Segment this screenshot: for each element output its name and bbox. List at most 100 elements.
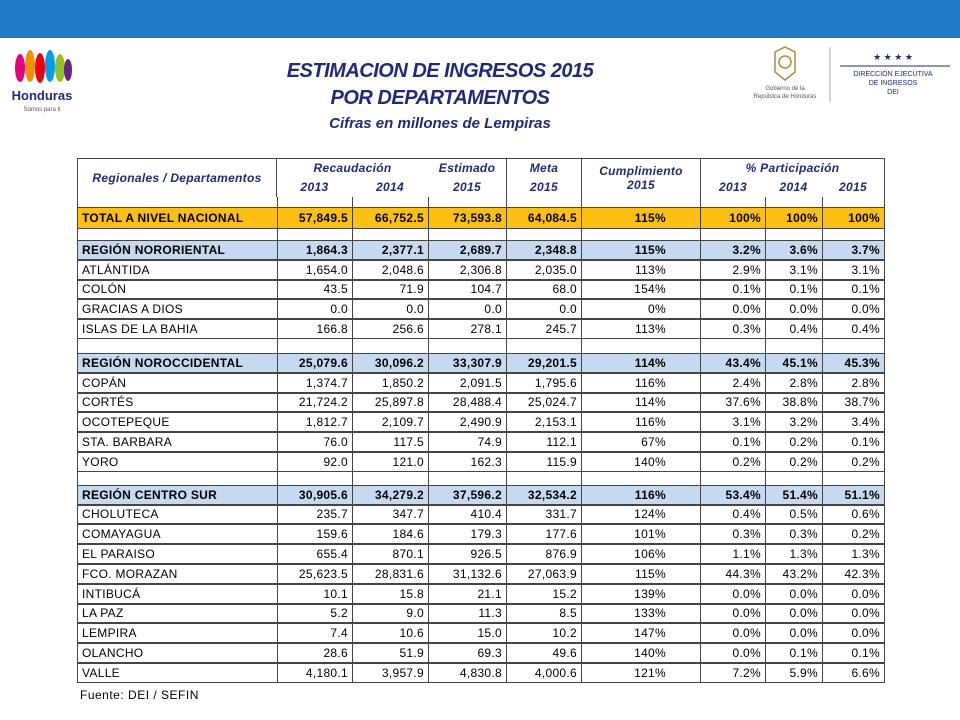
value-cell: 73,593.8	[428, 207, 506, 229]
value-cell: 5.2	[277, 603, 352, 624]
value-cell: 3.1%	[765, 259, 822, 280]
row-label: REGIÓN NORORIENTAL	[77, 240, 277, 260]
value-cell: 2.8%	[765, 372, 822, 393]
value-cell: 0.0%	[765, 623, 822, 644]
value-cell: 1,654.0	[277, 259, 352, 280]
title: POR DEPARTAMENTOS	[330, 87, 550, 109]
value-cell: 51.9	[352, 643, 428, 663]
value-cell: 7.4	[277, 623, 352, 644]
value-cell: 51.4%	[765, 484, 822, 505]
spacer-cell	[765, 471, 822, 485]
value-cell: 0.3%	[765, 524, 822, 545]
spacer-cell	[428, 229, 506, 240]
value-cell: 0.0%	[700, 583, 765, 604]
header-cell: Cumplimiento 2015	[581, 158, 700, 197]
value-cell: 154%	[581, 279, 700, 300]
spacer-cell	[352, 471, 428, 485]
value-cell: 0.0%	[700, 623, 765, 644]
value-cell: 6.6%	[822, 663, 885, 683]
stars: ★ ★ ★ ★	[873, 52, 913, 62]
value-cell: 0.4%	[822, 319, 885, 339]
value-cell: 0.4%	[765, 319, 822, 339]
value-cell: 113%	[581, 319, 700, 339]
value-cell: 101%	[581, 524, 700, 545]
value-cell: 38.8%	[765, 392, 822, 413]
value-cell: 140%	[581, 643, 700, 663]
spacer-cell	[700, 339, 765, 353]
header-year: 2015	[822, 177, 885, 197]
value-cell: 159.6	[277, 524, 352, 545]
value-cell: 0.1%	[822, 279, 885, 300]
spacer-cell	[428, 197, 506, 207]
value-cell: 0.0%	[765, 583, 822, 604]
value-cell: 37,596.2	[428, 484, 506, 505]
value-cell: 256.6	[352, 319, 428, 339]
value-cell: 2.4%	[700, 372, 765, 393]
spacer-cell	[765, 229, 822, 240]
row-label: REGIÓN CENTRO SUR	[77, 484, 277, 505]
value-cell: 113%	[581, 259, 700, 280]
value-cell: 655.4	[277, 544, 352, 564]
value-cell: 876.9	[506, 544, 581, 564]
value-cell: 64,084.5	[506, 207, 581, 229]
value-cell: 3.4%	[822, 412, 885, 433]
value-cell: 2,490.9	[428, 412, 506, 433]
logo-tagline: Somos para ti	[23, 107, 60, 113]
value-cell: 31,132.6	[428, 564, 506, 584]
value-cell: 2,035.0	[506, 259, 581, 280]
spacer-cell	[428, 339, 506, 353]
value-cell: 49.6	[506, 643, 581, 663]
value-cell: 115%	[581, 240, 700, 260]
spacer-cell	[581, 229, 700, 240]
value-cell: 0.1%	[822, 432, 885, 452]
spacer-cell	[581, 339, 700, 353]
value-cell: 43.4%	[700, 353, 765, 373]
value-cell: 45.1%	[765, 353, 822, 373]
value-cell: 2,306.8	[428, 259, 506, 280]
row-label: STA. BARBARA	[77, 432, 277, 452]
value-cell: 25,024.7	[506, 392, 581, 413]
value-cell: 30,096.2	[352, 353, 428, 373]
spacer-cell	[277, 471, 352, 485]
spacer-cell	[700, 197, 765, 207]
spacer-cell	[700, 471, 765, 485]
spacer-cell	[352, 197, 428, 207]
value-cell: 166.8	[277, 319, 352, 339]
value-cell: 114%	[581, 353, 700, 373]
value-cell: 2,153.1	[506, 412, 581, 433]
value-cell: 38.7%	[822, 392, 885, 413]
spacer-cell	[352, 339, 428, 353]
row-label: VALLE	[77, 663, 277, 683]
value-cell: 4,000.6	[506, 663, 581, 683]
coat-of-arms	[774, 46, 796, 81]
value-cell: 15.0	[428, 623, 506, 644]
value-cell: 32,534.2	[506, 484, 581, 505]
row-label: EL PARAISO	[77, 544, 277, 564]
value-cell: 184.6	[352, 524, 428, 545]
value-cell: 140%	[581, 452, 700, 472]
value-cell: 0.0%	[700, 643, 765, 663]
row-label: OLANCHO	[77, 643, 277, 663]
header-cell: % Participación	[700, 158, 885, 178]
value-cell: 0.2%	[700, 452, 765, 472]
value-cell: 44.3%	[700, 564, 765, 584]
header-year: 2015	[453, 180, 481, 195]
row-label: COLÓN	[77, 279, 277, 300]
value-cell: 21,724.2	[277, 392, 352, 413]
row-label: INTIBUCÁ	[77, 583, 277, 604]
value-cell: 3.1%	[822, 259, 885, 280]
value-cell: 8.5	[506, 603, 581, 624]
header-year: 2013	[700, 177, 765, 197]
dei-text: DIRECCIÓN EJECUTIVA	[853, 69, 933, 78]
spacer-cell	[822, 229, 885, 240]
spacer-cell	[581, 197, 700, 207]
value-cell: 1.1%	[700, 544, 765, 564]
spacer-cell	[277, 197, 352, 207]
value-cell: 410.4	[428, 504, 506, 525]
value-cell: 28,488.4	[428, 392, 506, 413]
value-cell: 331.7	[506, 504, 581, 525]
logo-mark	[15, 50, 72, 83]
row-label: COMAYAGUA	[77, 524, 277, 545]
value-cell: 3.1%	[700, 412, 765, 433]
value-cell: 30,905.6	[277, 484, 352, 505]
